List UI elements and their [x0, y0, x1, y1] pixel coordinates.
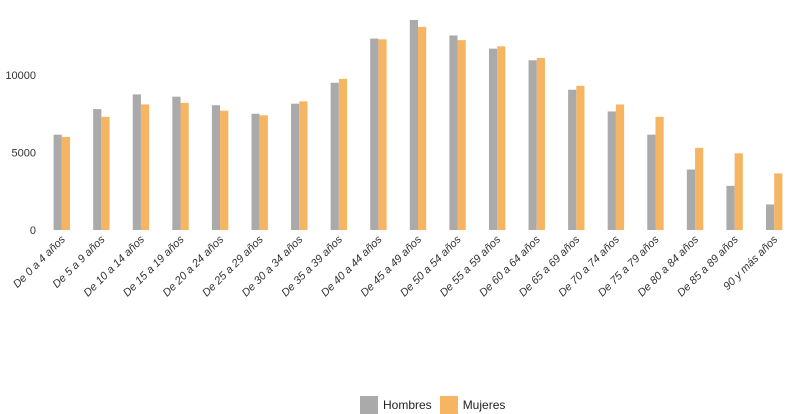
bar-hombres [370, 38, 379, 231]
bar-mujeres [101, 116, 110, 230]
bar-hombres [766, 204, 775, 230]
bar-hombres [132, 94, 141, 230]
y-tick-label: 10000 [5, 70, 36, 82]
y-axis: 0 5000 10000 [5, 70, 36, 237]
bar-mujeres [61, 137, 70, 230]
bar-hombres [488, 48, 498, 231]
bar-hombres [647, 134, 656, 230]
bar-hombres [607, 111, 616, 230]
legend-swatch-hombres [360, 396, 378, 414]
bar-mujeres [576, 85, 585, 230]
bar-mujeres [615, 104, 625, 230]
bar-mujeres [180, 102, 189, 230]
bar-hombres [568, 89, 577, 230]
bars-group [53, 19, 783, 231]
legend-item-mujeres: Mujeres [439, 396, 506, 414]
legend-item-hombres: Hombres [360, 396, 432, 414]
bar-mujeres [695, 147, 704, 230]
bar-mujeres [497, 46, 506, 231]
legend-label-hombres: Hombres [383, 398, 432, 412]
bar-mujeres [734, 153, 743, 230]
bar-mujeres [418, 26, 427, 231]
legend: Hombres Mujeres [360, 396, 505, 414]
legend-swatch-mujeres [439, 396, 458, 414]
bar-mujeres [774, 173, 783, 230]
bar-mujeres [140, 104, 150, 230]
bar-hombres [53, 134, 62, 230]
bar-hombres [251, 113, 260, 230]
bar-hombres [93, 109, 102, 230]
bar-hombres [409, 19, 418, 230]
bar-hombres [211, 105, 221, 230]
bar-hombres [726, 185, 735, 230]
bar-hombres [686, 169, 696, 230]
y-tick-label: 0 [30, 225, 36, 237]
bar-hombres [172, 96, 181, 230]
bar-hombres [528, 60, 537, 231]
bar-hombres [291, 103, 300, 230]
bar-mujeres [536, 57, 545, 231]
bar-mujeres [457, 40, 466, 230]
bar-mujeres [655, 116, 664, 230]
bar-mujeres [299, 101, 308, 230]
bar-hombres [449, 35, 458, 230]
bar-hombres [330, 82, 339, 230]
y-tick-label: 5000 [12, 148, 36, 160]
bar-mujeres [338, 78, 348, 230]
bar-mujeres [259, 115, 268, 230]
bar-mujeres [378, 39, 387, 230]
legend-label-mujeres: Mujeres [462, 398, 506, 412]
bar-mujeres [220, 110, 229, 230]
